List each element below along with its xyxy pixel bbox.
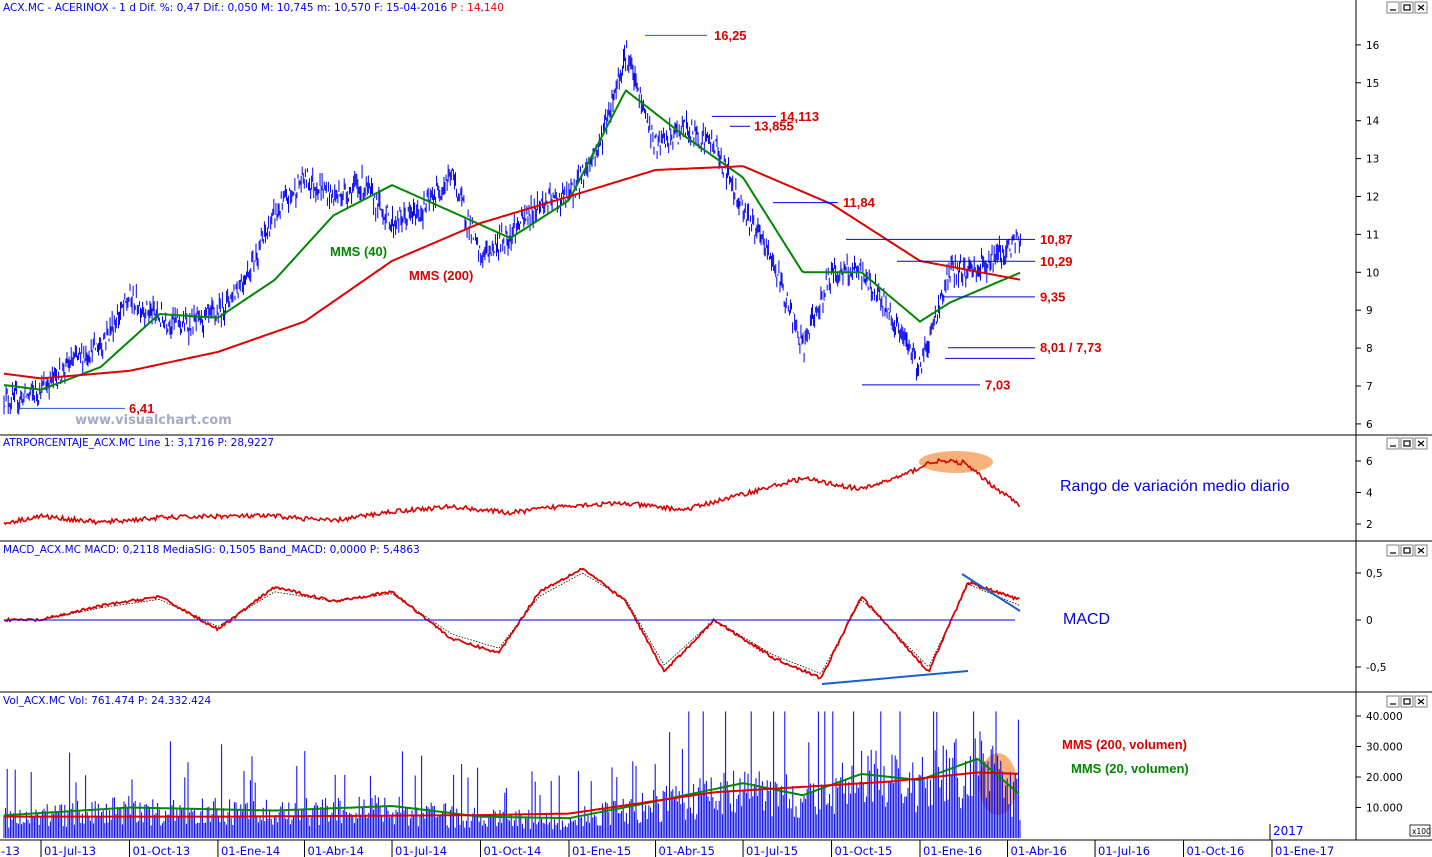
maximize-button[interactable] xyxy=(1400,1,1414,14)
x-tick-label: 01-Oct-14 xyxy=(484,844,542,857)
x-tick-label: 01-Oct-16 xyxy=(1187,844,1245,857)
close-button[interactable] xyxy=(1414,695,1428,708)
level-label: 14,113 xyxy=(780,109,819,124)
x-tick-label: 01-Abr-14 xyxy=(308,844,364,857)
volume-panel-title: Vol_ACX.MC Vol: 761.474 P: 24.332.424 xyxy=(3,695,212,707)
mms200-line xyxy=(3,165,1021,380)
level-label: 13,855 xyxy=(754,119,794,134)
macd-label: MACD xyxy=(1063,611,1110,628)
price-panel-title: ACX.MC - ACERINOX - 1 d Dif. %: 0,47 Dif… xyxy=(3,2,504,14)
maximize-button[interactable] xyxy=(1400,695,1414,708)
x-tick-label: 01-Jul-13 xyxy=(44,844,96,857)
volume-y-axis: 10.000 20.000 30.000 40.000 xyxy=(1356,711,1403,815)
y-tick-label: 14 xyxy=(1366,116,1380,128)
x-tick-label: 01-Oct-13 xyxy=(132,844,190,857)
y-tick-label: 0,5 xyxy=(1366,568,1383,580)
y-tick-label: 10 xyxy=(1366,267,1379,279)
vol-mms200-label: MMS (200, volumen) xyxy=(1062,737,1187,752)
y-tick-label: 16 xyxy=(1366,40,1380,52)
y-tick-label: 13 xyxy=(1366,154,1379,166)
macd-panel-title: MACD_ACX.MC MACD: 0,2118 MediaSIG: 0,150… xyxy=(3,544,420,556)
volume-mms20-line xyxy=(3,758,1020,820)
macd-resistance-trendline xyxy=(961,573,1021,612)
vol-mms20-label: MMS (20, volumen) xyxy=(1071,761,1189,776)
y-tick-label: 8 xyxy=(1366,343,1373,355)
close-button[interactable] xyxy=(1414,544,1428,557)
y-tick-label: 11 xyxy=(1366,229,1379,241)
x-tick-label: 01-Abr-16 xyxy=(1011,844,1067,857)
macd-signal-line xyxy=(4,572,1020,674)
y-tick-label: 2 xyxy=(1366,519,1373,531)
minimize-button[interactable] xyxy=(1386,437,1400,450)
mms40-line xyxy=(3,89,1021,391)
x-tick-label: 01-Oct-15 xyxy=(835,844,893,857)
close-button[interactable] xyxy=(1414,1,1428,14)
y-tick-label: 6 xyxy=(1366,456,1373,468)
minimize-button[interactable] xyxy=(1386,544,1400,557)
price-y-axis: 6 7 8 9 10 11 12 13 14 15 16 xyxy=(1356,40,1380,431)
x-tick-label: 01-Jul-14 xyxy=(395,844,447,857)
x-tick-label: 01-Ene-15 xyxy=(572,844,631,857)
level-label: 8,01 / 7,73 xyxy=(1040,340,1101,355)
minimize-button[interactable] xyxy=(1386,695,1400,708)
y-tick-label: 6 xyxy=(1366,419,1373,431)
level-label: 11,84 xyxy=(843,195,876,210)
maximize-button[interactable] xyxy=(1400,544,1414,557)
year-box: 2017 xyxy=(1269,824,1304,840)
close-button[interactable] xyxy=(1414,437,1428,450)
macd-line xyxy=(3,567,1020,680)
y-tick-label: 0 xyxy=(1366,615,1373,627)
atr-y-axis: 2 4 6 xyxy=(1356,456,1373,531)
x-axis: -13 01-Jul-13 01-Oct-13 01-Ene-14 01-Abr-14 0… xyxy=(1,840,1334,857)
y-tick-label: 7 xyxy=(1366,381,1373,393)
x-tick-label: 01-Jul-16 xyxy=(1098,844,1150,857)
y-tick-label: 30.000 xyxy=(1366,742,1403,754)
x-tick-label: -13 xyxy=(1,844,20,857)
level-label: 9,35 xyxy=(1040,289,1065,304)
minimize-button[interactable] xyxy=(1386,1,1400,14)
price-panel xyxy=(0,0,1356,435)
x-tick-label: 01-Jul-15 xyxy=(746,844,798,857)
atr-panel-window-buttons xyxy=(1386,437,1428,450)
volume-mms200-line xyxy=(4,771,1019,818)
x-tick-label: 01-Ene-17 xyxy=(1275,844,1334,857)
x-tick-label: 01-Ene-16 xyxy=(923,844,982,857)
level-label: 6,41 xyxy=(129,401,154,416)
scale-box: x100 xyxy=(1409,824,1431,837)
price-bars xyxy=(3,40,1021,415)
level-label: 16,25 xyxy=(714,28,747,43)
y-tick-label: 20.000 xyxy=(1366,772,1403,784)
scale-box-label: x100 xyxy=(1412,827,1431,836)
macd-support-trendline xyxy=(821,670,969,685)
atr-line xyxy=(3,457,1021,526)
price-panel-p-value: P : 14,140 xyxy=(451,2,504,14)
atr-description: Rango de variación medio diario xyxy=(1060,478,1290,495)
y-tick-label: 9 xyxy=(1366,305,1373,317)
y-tick-label: 15 xyxy=(1366,78,1379,90)
watermark: www.visualchart.com xyxy=(75,413,232,428)
macd-y-axis: 0,5 0 -0,5 xyxy=(1356,568,1387,674)
mms200-label: MMS (200) xyxy=(409,268,473,283)
y-tick-label: -0,5 xyxy=(1366,662,1387,674)
y-tick-label: 12 xyxy=(1366,192,1379,204)
level-label: 10,87 xyxy=(1040,232,1073,247)
y-tick-label: 40.000 xyxy=(1366,711,1403,723)
atr-panel-title: ATRPORCENTAJE_ACX.MC Line 1: 3,1716 P: 2… xyxy=(3,437,274,449)
maximize-button[interactable] xyxy=(1400,437,1414,450)
level-label: 10,29 xyxy=(1040,254,1073,269)
x-tick-label: 01-Ene-14 xyxy=(221,844,280,857)
volume-panel-window-buttons xyxy=(1386,695,1428,708)
y-tick-label: 10.000 xyxy=(1366,803,1403,815)
mms40-label: MMS (40) xyxy=(330,244,387,259)
price-panel-window-buttons xyxy=(1386,1,1428,14)
y-tick-label: 4 xyxy=(1366,488,1373,500)
year-box-label: 2017 xyxy=(1273,824,1304,838)
level-label: 7,03 xyxy=(985,377,1010,392)
x-tick-label: 01-Abr-15 xyxy=(659,844,715,857)
macd-panel-window-buttons xyxy=(1386,544,1428,557)
